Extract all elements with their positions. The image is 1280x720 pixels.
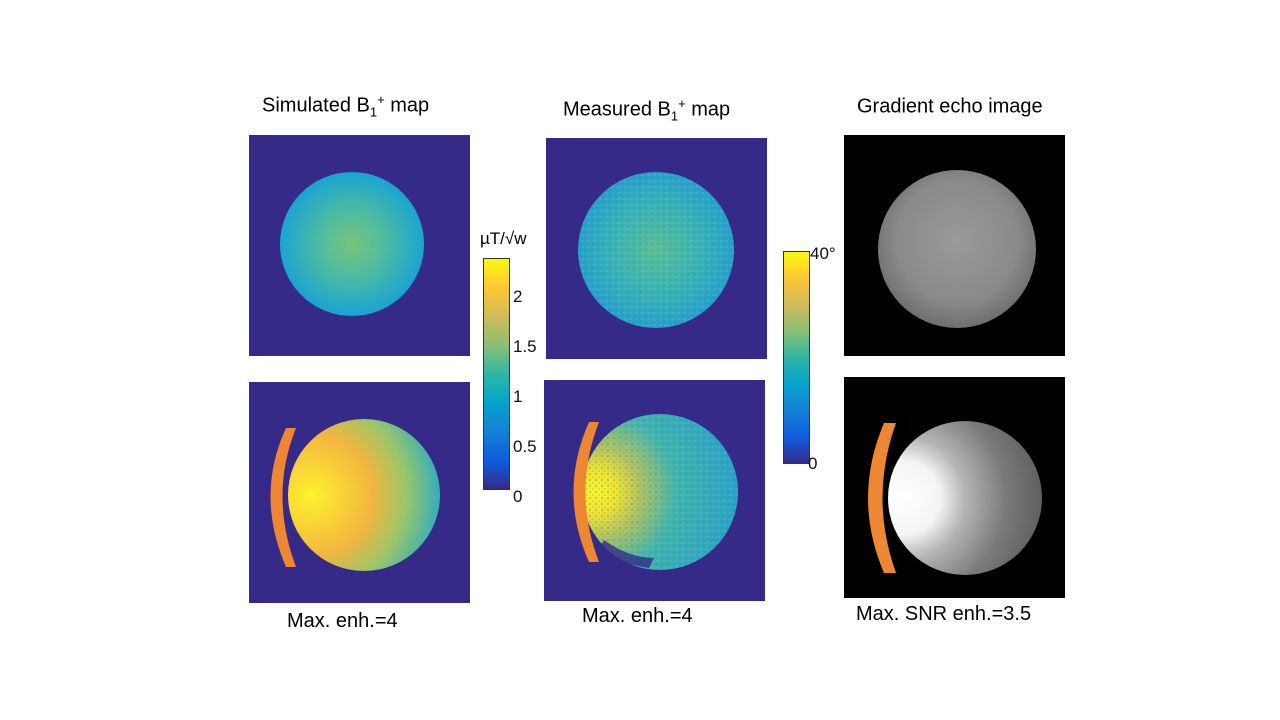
coil-shape [868,423,896,573]
measured-map-with-coil [544,380,765,601]
simulated-map-with-coil [249,382,470,603]
caption-simulated: Max. enh.=4 [287,610,398,632]
colorbar-b1-tick: 1.5 [513,337,537,356]
title-measured-b1-map: Measured B1+ map [563,96,731,124]
title-simulated-b1-map: Simulated B1+ map [262,92,430,120]
colorbar-b1 [483,258,510,490]
caption-measured: Max. enh.=4 [582,605,693,627]
caption-gradient-echo: Max. SNR enh.=3.5 [856,603,1032,625]
coil-shape [270,428,296,567]
colorbar-b1-tick: 0 [513,487,523,506]
measured-map-uniform [546,138,767,359]
colorbar-flip-tick: 40° [810,244,836,263]
colorbar-b1-tick: 0.5 [513,437,537,456]
colorbar-flip-angle [783,251,810,464]
coil-shape [573,422,599,562]
simulated-map-uniform [249,135,470,356]
colorbar-b1-tick: 2 [513,287,523,306]
colorbar-b1-tick: 1 [513,387,523,406]
gradient-echo-uniform [844,135,1065,356]
title-gradient-echo-image: Gradient echo image [857,95,1043,118]
colorbar-flip-tick: 0 [808,454,818,473]
gradient-echo-with-coil [844,377,1065,598]
colorbar-b1-unit: µT/√w [480,229,527,248]
